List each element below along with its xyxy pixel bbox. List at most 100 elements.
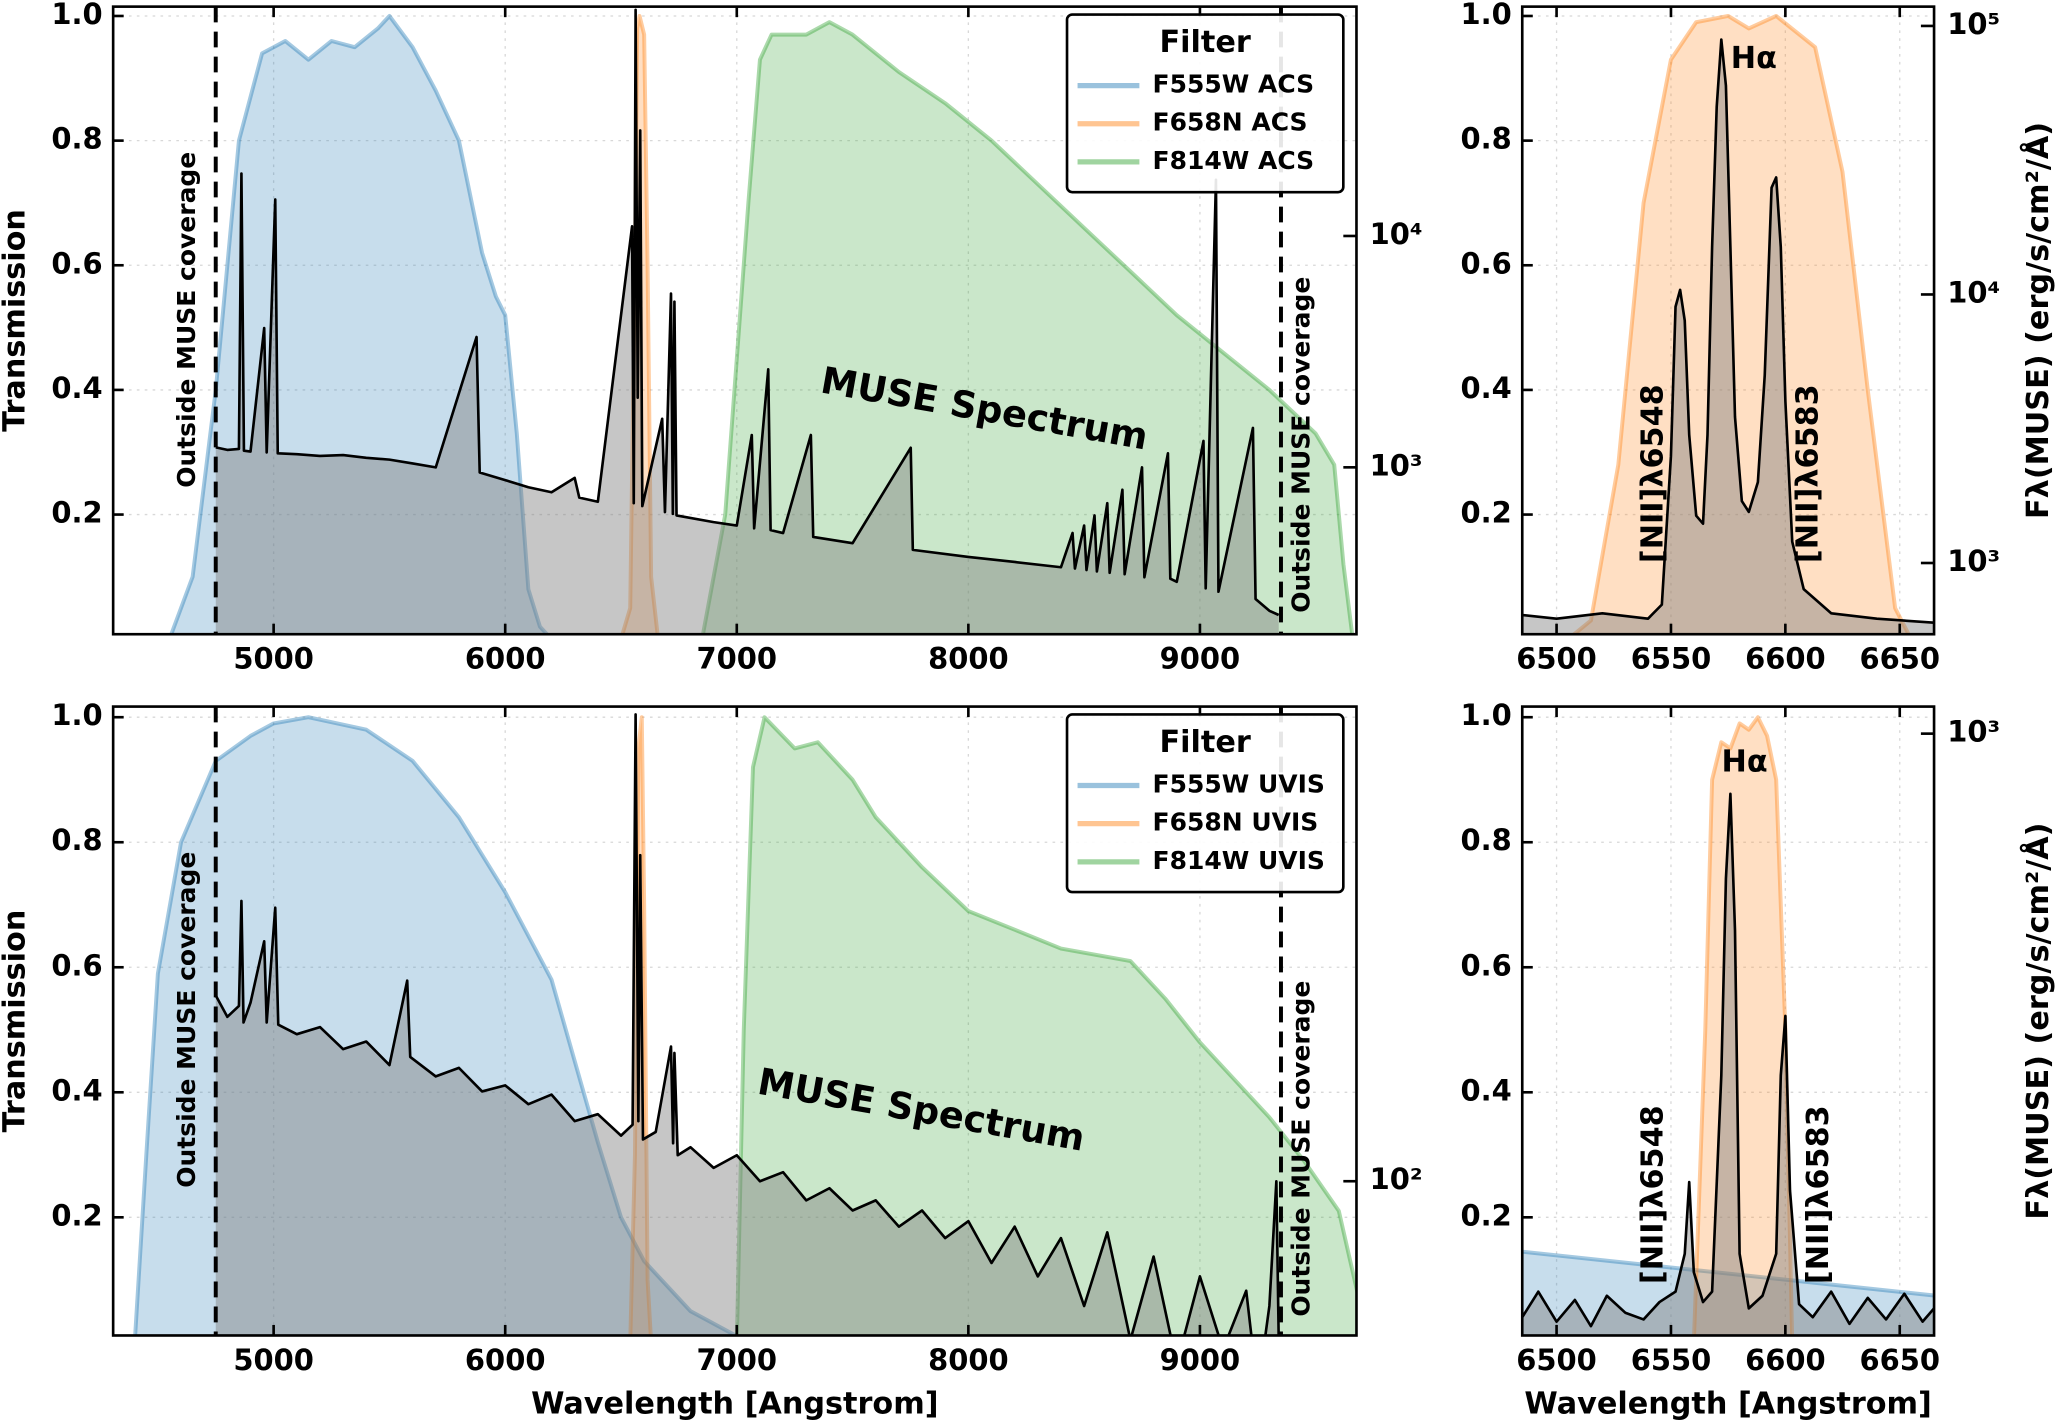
annotation: Hα — [1722, 745, 1768, 780]
annotation: Outside MUSE coverage — [1287, 277, 1316, 613]
spectrum-fill — [1522, 793, 1935, 1336]
x-tick-label: 5000 — [233, 642, 314, 676]
legend-label: F658N ACS — [1153, 108, 1308, 137]
x-tick-label: 6500 — [1516, 642, 1597, 676]
filter-line — [700, 20, 1355, 635]
annotation: Outside MUSE coverage — [1287, 981, 1316, 1317]
x-tick-label: 6550 — [1631, 642, 1712, 676]
annotation: [NII]λ6583 — [1791, 384, 1826, 563]
filter-line — [1692, 715, 1795, 1336]
y-tick-label: 0.2 — [51, 1198, 102, 1232]
legend-box — [1065, 713, 1345, 894]
y-tick-label: 0.6 — [1460, 948, 1511, 982]
y-tick-label: 1.0 — [1460, 698, 1511, 732]
y-tick-label: 0.6 — [51, 246, 102, 280]
y2-tick-label: 10³ — [1947, 715, 2000, 749]
panel: 6500 6550 6600 6650 0.2 0.4 0.6 0.8 1.0 10³ 10⁴ 10⁵… — [1460, 0, 2055, 676]
x-axis-label: Wavelength [Angstrom] — [531, 1387, 938, 1422]
y-axis-label: Transmission — [0, 209, 32, 432]
filter-fill — [1522, 1251, 1935, 1336]
x-tick-label: 6650 — [1859, 642, 1940, 676]
legend-label: F658N UVIS — [1153, 808, 1319, 837]
axes-frame — [111, 5, 1358, 636]
annotation: Hα — [1731, 41, 1777, 76]
filter-fill — [169, 15, 552, 635]
x-tick-label: 6550 — [1631, 1343, 1712, 1377]
y-tick-label: 0.8 — [1460, 122, 1511, 156]
annotation: Outside MUSE coverage — [172, 852, 201, 1188]
y2-tick-label: 10² — [1370, 1162, 1423, 1196]
legend-box — [1065, 13, 1345, 194]
filter-fill — [1568, 15, 1912, 635]
x-tick-label: 8000 — [928, 1343, 1009, 1377]
y-tick-label: 0.2 — [51, 496, 102, 530]
filter-fill — [736, 717, 1357, 1336]
y-tick-label: 0.4 — [51, 371, 102, 405]
x-tick-label: 6600 — [1745, 642, 1826, 676]
filter-fill — [134, 717, 760, 1336]
legend-label: F555W UVIS — [1153, 770, 1325, 799]
y2-tick-label: 10⁴ — [1947, 275, 2000, 309]
spectrum-fill — [1522, 39, 1935, 635]
y-tick-label: 0.2 — [1460, 496, 1511, 530]
annotation: [NII]λ6548 — [1635, 1105, 1670, 1284]
y2-tick-label: 10³ — [1370, 448, 1423, 482]
y2-axis-label: Fλ(MUSE) (erg/s/cm²/Å) — [2019, 122, 2056, 519]
x-tick-label: 6000 — [465, 1343, 546, 1377]
y-tick-label: 0.8 — [1460, 823, 1511, 857]
legend: Filter F555W ACS F658N ACS F814W ACS — [1065, 13, 1345, 194]
axes-frame — [111, 705, 1358, 1337]
y2-tick-label: 10³ — [1947, 544, 2000, 578]
plot-area — [1522, 715, 1935, 1336]
y2-tick-label: 10⁴ — [1370, 217, 1423, 251]
annotation: [NII]λ6583 — [1801, 1105, 1836, 1284]
y-tick-label: 0.4 — [51, 1073, 102, 1107]
plot-area — [169, 8, 1355, 635]
filter-fill — [702, 22, 1353, 635]
x-tick-label: 6500 — [1516, 1343, 1597, 1377]
y2-tick-label: 10⁵ — [1947, 7, 2000, 41]
x-axis-label: Wavelength [Angstrom] — [1524, 1387, 1931, 1422]
filter-line — [169, 14, 550, 635]
legend: Filter F555W UVIS F658N UVIS F814W UVIS — [1065, 713, 1345, 894]
y-tick-label: 1.0 — [1460, 0, 1511, 31]
filter-line — [628, 715, 653, 1336]
y-tick-label: 0.6 — [1460, 246, 1511, 280]
panel: 5000 6000 7000 8000 9000 0.2 0.4 0.6 0.8 1.0 10² Tr… — [0, 698, 1423, 1422]
plot-area — [1522, 14, 1935, 635]
spectrum-line — [1522, 38, 1935, 624]
y-tick-label: 0.4 — [1460, 1073, 1511, 1107]
axes-frame — [1520, 705, 1936, 1337]
x-tick-label: 7000 — [697, 642, 778, 676]
x-tick-label: 6600 — [1745, 1343, 1826, 1377]
plot-area — [133, 713, 1357, 1336]
legend-label: F814W UVIS — [1153, 846, 1325, 875]
x-tick-label: 6000 — [465, 642, 546, 676]
filter-fill — [1693, 717, 1793, 1336]
x-tick-label: 5000 — [233, 1343, 314, 1377]
y-tick-label: 0.4 — [1460, 371, 1511, 405]
y2-axis-label: Fλ(MUSE) (erg/s/cm²/Å) — [2019, 822, 2056, 1219]
x-tick-label: 9000 — [1160, 642, 1241, 676]
x-tick-label: 6650 — [1859, 1343, 1940, 1377]
y-tick-label: 0.8 — [51, 823, 102, 857]
panel: 6500 6550 6600 6650 0.2 0.4 0.6 0.8 1.0 10³ Fλ(MUS… — [1460, 698, 2055, 1422]
x-tick-label: 9000 — [1160, 1343, 1241, 1377]
annotation: Outside MUSE coverage — [172, 152, 201, 488]
annotation: [NII]λ6548 — [1635, 384, 1670, 563]
spectrum-line — [214, 713, 1280, 1336]
axes-frame — [1520, 5, 1936, 636]
y-tick-label: 0.8 — [51, 122, 102, 156]
y-tick-label: 0.6 — [51, 948, 102, 982]
filter-line — [133, 715, 742, 1336]
y-tick-label: 1.0 — [51, 698, 102, 732]
y-axis-label: Transmission — [0, 910, 32, 1133]
panel: 5000 6000 7000 8000 9000 0.2 0.4 0.6 0.8 1.0 10³ 10… — [0, 0, 1423, 676]
y-tick-label: 0.2 — [1460, 1198, 1511, 1232]
legend-label: F814W ACS — [1153, 146, 1315, 175]
filter-line — [1571, 14, 1911, 635]
x-tick-label: 7000 — [697, 1343, 778, 1377]
filter-line — [1522, 1249, 1935, 1298]
legend-title: Filter — [1160, 725, 1251, 760]
